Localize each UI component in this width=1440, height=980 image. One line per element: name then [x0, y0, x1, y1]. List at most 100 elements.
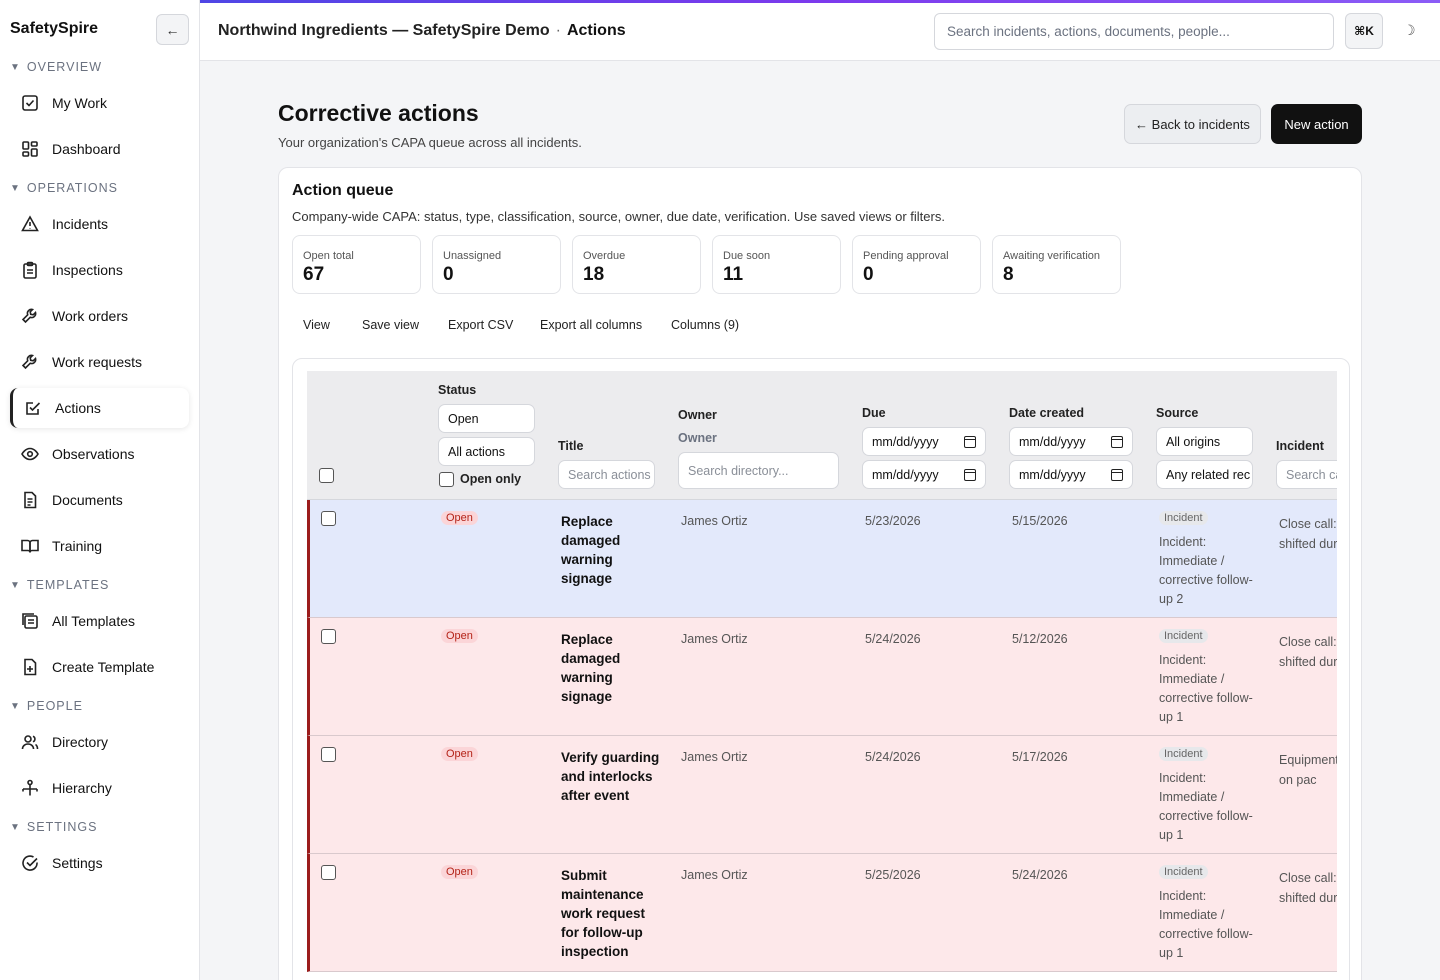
source-badge: Incident — [1159, 511, 1208, 525]
row-checkbox[interactable] — [321, 865, 336, 880]
sidebar-item-all-templates[interactable]: All Templates — [10, 601, 189, 641]
section-overview[interactable]: ▼ OVERVIEW — [10, 60, 103, 74]
header-title[interactable]: Title — [558, 439, 584, 453]
wrench-icon — [21, 354, 37, 370]
breadcrumb-current: Actions — [566, 22, 626, 39]
page-subtitle: Your organization's CAPA queue across al… — [278, 135, 582, 150]
header-source[interactable]: Source — [1156, 406, 1199, 420]
owner-search-input[interactable]: Search directory... — [678, 452, 839, 489]
sidebar-item-dashboard[interactable]: Dashboard — [10, 129, 189, 169]
row-incident-link[interactable]: Equipment benton pac — [1279, 753, 1337, 787]
stat-due-soon[interactable]: Due soon 11 — [712, 235, 841, 294]
header-status[interactable]: Status — [438, 383, 477, 397]
checkbox-icon — [22, 95, 38, 111]
row-checkbox[interactable] — [321, 747, 336, 762]
row-date-created: 5/15/2026 — [1012, 514, 1068, 528]
export-all-columns-button[interactable]: Export all columns — [540, 318, 643, 332]
source-badge: Incident — [1159, 629, 1208, 643]
header-owner[interactable]: Owner — [678, 408, 717, 422]
row-title-link[interactable]: Replace damaged warning signage — [561, 632, 621, 704]
breadcrumb-org[interactable]: Northwind Ingredients — SafetySpire Demo — [218, 22, 550, 39]
row-title-link[interactable]: Submit maintenance work request for foll… — [561, 868, 646, 959]
stat-overdue[interactable]: Overdue 18 — [572, 235, 701, 294]
theme-toggle-icon[interactable]: ☽ — [1403, 22, 1416, 38]
sidebar-item-observations[interactable]: Observations — [10, 434, 189, 474]
users-icon — [21, 735, 39, 750]
stat-awaiting-verification[interactable]: Awaiting verification 8 — [992, 235, 1121, 294]
caret-down-icon: ▼ — [10, 61, 21, 73]
sidebar: SafetySpire ← ▼ OVERVIEW My Work Dashboar… — [0, 0, 200, 980]
row-incident-link[interactable]: Close call: pshifted duri — [1279, 517, 1337, 551]
open-only-checkbox[interactable] — [439, 472, 454, 487]
table-row[interactable]: Open Replace damaged warning signage Jam… — [307, 500, 1337, 618]
sidebar-item-hierarchy[interactable]: Hierarchy — [10, 768, 189, 808]
sidebar-item-settings[interactable]: Settings — [10, 843, 189, 883]
save-view-button[interactable]: Save view — [362, 318, 419, 332]
created-from-date-input[interactable]: mm/dd/yyyy — [1009, 427, 1133, 456]
sidebar-item-actions[interactable]: Actions — [10, 388, 189, 428]
row-title-link[interactable]: Replace damaged warning signage — [561, 514, 621, 586]
new-action-button[interactable]: New action — [1271, 104, 1362, 144]
section-settings[interactable]: ▼ SETTINGS — [10, 820, 98, 834]
table-row[interactable]: Open Submit maintenance work request for… — [307, 854, 1337, 972]
global-search-input[interactable] — [934, 13, 1334, 50]
header-date-created[interactable]: Date created — [1009, 406, 1085, 420]
action-type-filter-select[interactable]: All actions — [438, 437, 535, 466]
wrench-icon — [21, 308, 37, 324]
sidebar-item-documents[interactable]: Documents — [10, 480, 189, 520]
sidebar-item-directory[interactable]: Directory — [10, 722, 189, 762]
sidebar-item-work-requests[interactable]: Work requests — [10, 342, 189, 382]
clipboard-icon — [23, 261, 37, 279]
sidebar-item-training[interactable]: Training — [10, 526, 189, 566]
row-title-link[interactable]: Verify guarding and interlocks after eve… — [561, 750, 660, 803]
sidebar-item-inspections[interactable]: Inspections — [10, 250, 189, 290]
section-operations[interactable]: ▼ OPERATIONS — [10, 181, 118, 195]
brand-logo: SafetySpire — [10, 20, 99, 37]
check-circle-icon — [22, 855, 38, 871]
document-icon — [24, 491, 37, 509]
sidebar-item-my-work[interactable]: My Work — [10, 83, 189, 123]
stat-unassigned[interactable]: Unassigned 0 — [432, 235, 561, 294]
action-queue-card: Action queue Company-wide CAPA: status, … — [278, 167, 1362, 980]
source-filter-select[interactable]: All origins — [1156, 427, 1253, 456]
stat-open-total[interactable]: Open total 67 — [292, 235, 421, 294]
command-palette-button[interactable]: ⌘K — [1345, 13, 1383, 49]
sidebar-item-work-orders[interactable]: Work orders — [10, 296, 189, 336]
row-owner: James Ortiz — [681, 750, 748, 764]
row-incident-link[interactable]: Close call: pshifted duri — [1279, 635, 1337, 669]
due-to-date-input[interactable]: mm/dd/yyyy — [862, 460, 986, 489]
incident-search-input[interactable]: Search cases — [1276, 460, 1337, 489]
header-incident[interactable]: Incident — [1276, 439, 1324, 453]
owner-sublabel: Owner — [678, 431, 717, 445]
stat-pending-approval[interactable]: Pending approval 0 — [852, 235, 981, 294]
sidebar-item-incidents[interactable]: Incidents — [10, 204, 189, 244]
row-source: Incident: Immediate / corrective follow-… — [1159, 653, 1253, 724]
row-checkbox[interactable] — [321, 511, 336, 526]
status-filter-select[interactable]: Open — [438, 404, 535, 433]
table-row[interactable]: Open Replace damaged warning signage Jam… — [307, 618, 1337, 736]
calendar-icon — [1111, 435, 1123, 448]
export-csv-button[interactable]: Export CSV — [448, 318, 514, 332]
select-all-checkbox[interactable] — [319, 468, 334, 483]
table-row[interactable]: Open Verify guarding and interlocks afte… — [307, 736, 1337, 854]
row-checkbox[interactable] — [321, 629, 336, 644]
caret-down-icon: ▼ — [10, 821, 21, 833]
caret-down-icon: ▼ — [10, 579, 21, 591]
queue-subtitle: Company-wide CAPA: status, type, classif… — [292, 209, 945, 224]
title-search-input[interactable]: Search actions — [558, 460, 655, 489]
row-incident-link[interactable]: Close call: pshifted duri — [1279, 871, 1337, 905]
section-templates[interactable]: ▼ TEMPLATES — [10, 578, 110, 592]
back-to-incidents-button[interactable]: ← Back to incidents — [1124, 104, 1261, 144]
section-people[interactable]: ▼ PEOPLE — [10, 699, 83, 713]
calendar-icon — [1111, 468, 1123, 481]
sidebar-item-create-template[interactable]: Create Template — [10, 647, 189, 687]
view-button[interactable]: View — [303, 318, 330, 332]
due-from-date-input[interactable]: mm/dd/yyyy — [862, 427, 986, 456]
actions-table: Status Open All actions Open only Title … — [307, 371, 1337, 980]
related-record-filter-input[interactable]: Any related rec — [1156, 460, 1253, 489]
header-due[interactable]: Due — [862, 406, 886, 420]
collapse-sidebar-button[interactable]: ← — [156, 14, 189, 45]
row-source: Incident: Immediate / corrective follow-… — [1159, 535, 1253, 606]
columns-button[interactable]: Columns (9) — [671, 318, 740, 332]
created-to-date-input[interactable]: mm/dd/yyyy — [1009, 460, 1133, 489]
